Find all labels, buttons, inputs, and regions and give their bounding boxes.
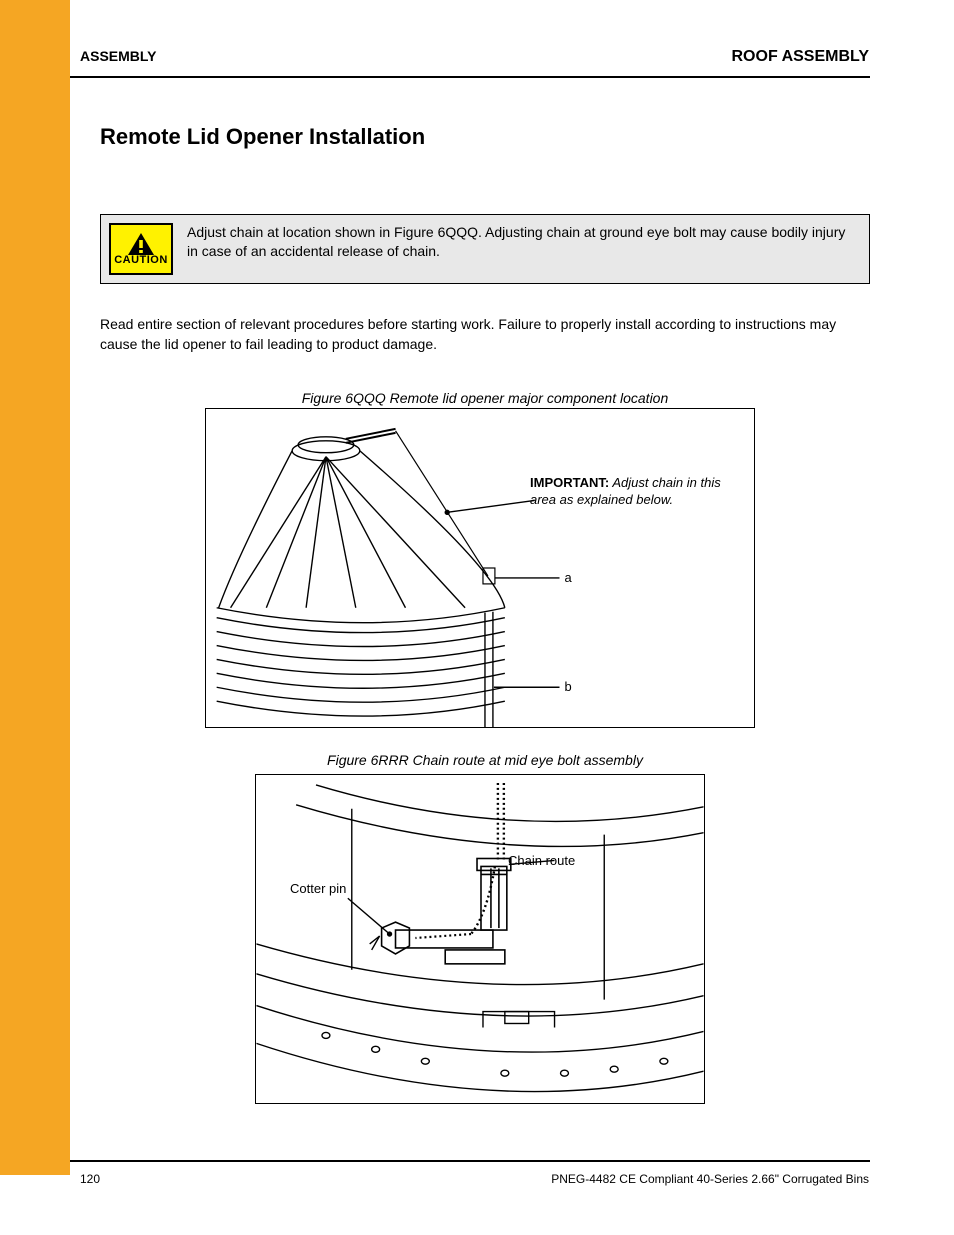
figure-2-chain-label: Chain route bbox=[508, 853, 575, 868]
footer-rule bbox=[70, 1160, 870, 1162]
warning-triangle-icon bbox=[127, 232, 155, 256]
header-rule bbox=[70, 76, 870, 78]
footer-doc-title: PNEG-4482 CE Compliant 40-Series 2.66" C… bbox=[551, 1172, 869, 1186]
figure-1-important-note: IMPORTANT: Adjust chain in this area as … bbox=[530, 475, 740, 509]
figure-2-caption: Figure 6RRR Chain route at mid eye bolt … bbox=[100, 752, 870, 768]
figure-1: a b IMPORTANT: Adjust chain in this area… bbox=[205, 408, 755, 728]
caution-icon: CAUTION bbox=[109, 223, 173, 275]
caution-text: Adjust chain at location shown in Figure… bbox=[187, 223, 859, 261]
caution-banner: CAUTION Adjust chain at location shown i… bbox=[100, 214, 870, 284]
figure-1-caption: Figure 6QQQ Remote lid opener major comp… bbox=[100, 390, 870, 406]
figure-1-important-label: IMPORTANT: bbox=[530, 475, 609, 490]
body-paragraph: Read entire section of relevant procedur… bbox=[100, 314, 870, 355]
figure-1-callout-b: b bbox=[564, 679, 571, 694]
caution-label: CAUTION bbox=[114, 254, 168, 266]
figure-2: Cotter pin Chain route bbox=[255, 774, 705, 1104]
header-chapter: ASSEMBLY bbox=[80, 48, 157, 64]
page: ASSEMBLY ROOF ASSEMBLY Remote Lid Opener… bbox=[0, 0, 954, 1235]
page-number: 120 bbox=[80, 1172, 100, 1186]
figure-1-callout-a: a bbox=[564, 570, 572, 585]
accent-bar bbox=[0, 0, 70, 1175]
figure-1-illustration: a b bbox=[206, 409, 754, 727]
header-section: ROOF ASSEMBLY bbox=[732, 48, 870, 66]
section-title: Remote Lid Opener Installation bbox=[100, 124, 425, 150]
figure-2-cotter-label: Cotter pin bbox=[290, 881, 346, 896]
figure-2-illustration bbox=[256, 775, 704, 1103]
